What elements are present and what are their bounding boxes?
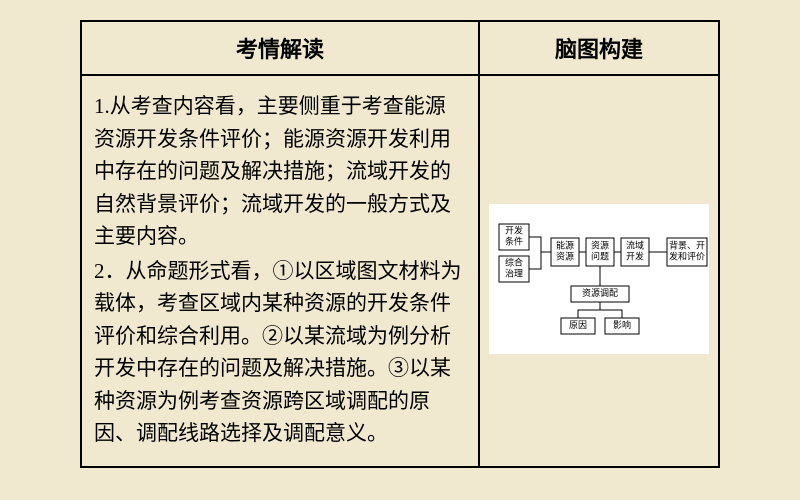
svg-text:资源: 资源 — [591, 241, 609, 251]
svg-text:资源调配: 资源调配 — [582, 288, 618, 298]
svg-text:流域: 流域 — [626, 240, 644, 251]
svg-text:原因: 原因 — [569, 320, 587, 330]
svg-text:资源: 资源 — [556, 252, 574, 262]
svg-text:综合: 综合 — [505, 257, 523, 268]
mindmap-diagram: 开发条件综合治理能源资源资源问题流域开发背景、开发和评价资源调配原因影响 — [489, 204, 709, 354]
header-left: 考情解读 — [81, 21, 479, 75]
svg-text:问题: 问题 — [591, 251, 609, 262]
svg-text:条件: 条件 — [505, 236, 523, 247]
svg-text:发和评价: 发和评价 — [669, 251, 705, 262]
diagram-cell: 开发条件综合治理能源资源资源问题流域开发背景、开发和评价资源调配原因影响 — [479, 75, 719, 467]
svg-text:影响: 影响 — [613, 319, 631, 330]
svg-text:背景、开: 背景、开 — [669, 240, 705, 251]
diagram-wrap: 开发条件综合治理能源资源资源问题流域开发背景、开发和评价资源调配原因影响 — [488, 84, 710, 354]
analysis-text-cell: 1.从考查内容看，主要侧重于考查能源资源开发条件评价；能源资源开发利用中存在的问… — [81, 75, 479, 467]
content-table: 考情解读 脑图构建 1.从考查内容看，主要侧重于考查能源资源开发条件评价；能源资… — [80, 20, 720, 468]
svg-text:开发: 开发 — [505, 225, 523, 236]
header-right: 脑图构建 — [479, 21, 719, 75]
analysis-text: 1.从考查内容看，主要侧重于考查能源资源开发条件评价；能源资源开发利用中存在的问… — [94, 90, 466, 450]
svg-text:开发: 开发 — [626, 251, 644, 262]
svg-text:治理: 治理 — [505, 268, 523, 279]
svg-text:能源: 能源 — [556, 240, 574, 251]
